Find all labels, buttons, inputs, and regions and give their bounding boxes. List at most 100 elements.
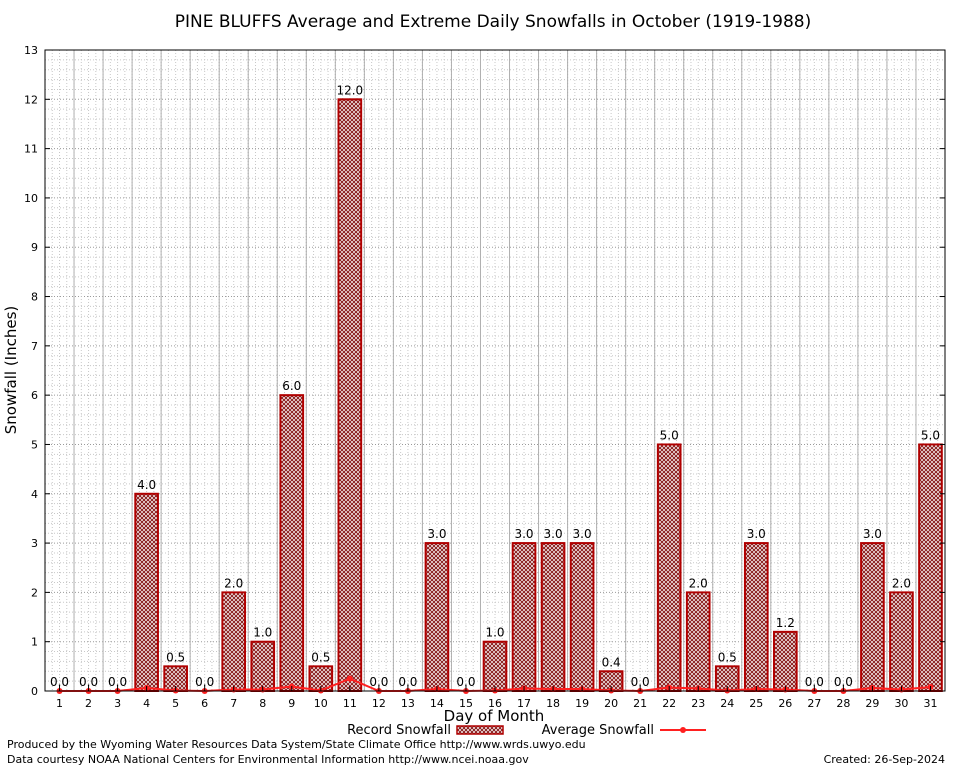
y-tick-label: 8 [31, 291, 38, 304]
record-bar-day-30 [889, 591, 914, 693]
x-tick-label-day-30: 30 [894, 697, 908, 710]
y-tick-label: 11 [24, 143, 38, 156]
x-tick-label-day-9: 9 [288, 697, 295, 710]
y-tick-label: 6 [31, 389, 38, 402]
y-tick-label: 4 [31, 488, 38, 501]
x-tick-label-day-18: 18 [546, 697, 560, 710]
bar-value-label-day-3: 0.0 [108, 675, 127, 689]
record-bar-day-16 [482, 640, 508, 693]
bar-value-label-day-5: 0.5 [166, 650, 185, 664]
average-point-day-11 [346, 675, 353, 682]
y-tick-label: 0 [31, 685, 38, 698]
record-bar-day-9 [279, 394, 305, 692]
legend-label-average: Average Snowfall [542, 723, 654, 738]
bar-value-label-day-20: 0.4 [602, 655, 621, 669]
x-tick-label-day-12: 12 [372, 697, 386, 710]
y-tick-label: 2 [31, 586, 38, 599]
legend-swatch-average-marker [680, 727, 686, 733]
record-bar-day-29 [860, 542, 885, 692]
bar-value-label-day-29: 3.0 [863, 527, 882, 541]
footer-produced-by: Produced by the Wyoming Water Resources … [7, 738, 586, 751]
x-tick-label-day-16: 16 [488, 697, 502, 710]
x-tick-label-day-6: 6 [201, 697, 208, 710]
record-bar-day-18 [540, 542, 566, 692]
x-tick-label-day-28: 28 [836, 697, 850, 710]
bar-value-label-day-18: 3.0 [544, 527, 563, 541]
footer-data-courtesy: Data courtesy NOAA National Centers for … [7, 753, 529, 766]
footer-created: Created: 26-Sep-2024 [824, 753, 945, 766]
bar-value-label-day-12: 0.0 [369, 675, 388, 689]
bar-value-label-day-16: 1.0 [485, 626, 504, 640]
x-tick-label-day-23: 23 [691, 697, 705, 710]
bar-value-label-day-11: 12.0 [336, 83, 363, 97]
bar-value-label-day-23: 2.0 [689, 576, 708, 590]
bar-value-label-day-19: 3.0 [573, 527, 592, 541]
y-tick-label: 5 [31, 438, 38, 451]
bar-value-label-day-22: 5.0 [660, 428, 679, 442]
record-bar-day-22 [656, 443, 682, 693]
bar-value-label-day-4: 4.0 [137, 478, 156, 492]
bar-value-label-day-28: 0.0 [834, 675, 853, 689]
x-axis-label: Day of Month [444, 707, 545, 725]
bar-value-label-day-26: 1.2 [776, 616, 795, 630]
bar-value-label-day-2: 0.0 [79, 675, 98, 689]
bar-value-label-day-15: 0.0 [456, 675, 475, 689]
bar-value-label-day-31: 5.0 [921, 428, 940, 442]
bar-value-label-day-25: 3.0 [747, 527, 766, 541]
y-tick-label: 7 [31, 340, 38, 353]
x-tick-label-day-26: 26 [778, 697, 792, 710]
x-tick-label-day-8: 8 [259, 697, 266, 710]
record-bar-day-11 [337, 98, 363, 693]
x-tick-label-day-2: 2 [85, 697, 92, 710]
x-tick-label-day-31: 31 [923, 697, 937, 710]
legend-label-record: Record Snowfall [347, 723, 451, 738]
x-tick-label-day-13: 13 [401, 697, 415, 710]
record-bar-day-8 [250, 640, 276, 693]
record-bar-day-26 [773, 630, 798, 692]
x-tick-label-day-17: 17 [517, 697, 531, 710]
legend: Record Snowfall Average Snowfall [347, 723, 706, 738]
bar-value-label-day-17: 3.0 [514, 527, 533, 541]
bar-value-label-day-30: 2.0 [892, 576, 911, 590]
y-tick-label: 13 [24, 44, 38, 57]
record-bar-day-4 [134, 492, 159, 692]
bar-value-label-day-8: 1.0 [253, 626, 272, 640]
x-tick-label-day-3: 3 [114, 697, 121, 710]
y-tick-label: 10 [24, 192, 38, 205]
x-tick-label-day-10: 10 [314, 697, 328, 710]
x-tick-label-day-4: 4 [143, 697, 150, 710]
x-tick-label-day-7: 7 [230, 697, 237, 710]
bar-value-label-day-7: 2.0 [224, 576, 243, 590]
y-tick-label: 9 [31, 241, 38, 254]
grid [44, 49, 946, 692]
chart-title: PINE BLUFFS Average and Extreme Daily Sn… [175, 12, 812, 32]
y-tick-label: 1 [31, 636, 38, 649]
x-tick-label-day-21: 21 [633, 697, 647, 710]
bar-value-label-day-27: 0.0 [805, 675, 824, 689]
y-axis-label: Snowfall (Inches) [2, 306, 20, 434]
bar-value-labels: 0.0 0.0 0.0 4.0 0.5 0.0 2.0 1.0 6.0 0.5 12.0 0.0 0.0… [50, 83, 940, 689]
x-tick-label-day-27: 27 [807, 697, 821, 710]
x-tick-label-day-22: 22 [662, 697, 676, 710]
bar-value-label-day-10: 0.5 [311, 650, 330, 664]
x-tick-label-day-15: 15 [459, 697, 473, 710]
record-bar-day-31 [918, 443, 943, 693]
x-tick-label-day-1: 1 [56, 697, 63, 710]
x-tick-label-day-29: 29 [865, 697, 879, 710]
y-tick-label: 12 [24, 93, 38, 106]
bar-value-label-day-14: 3.0 [427, 527, 446, 541]
x-tick-label-day-24: 24 [720, 697, 734, 710]
record-bar-day-25 [743, 542, 769, 692]
bar-value-label-day-9: 6.0 [282, 379, 301, 393]
x-tick-label-day-20: 20 [604, 697, 618, 710]
record-bar-day-17 [511, 542, 537, 692]
y-tick-label: 3 [31, 537, 38, 550]
record-bar-day-7 [221, 591, 247, 693]
x-tick-label-day-11: 11 [343, 697, 357, 710]
x-tick-label-day-14: 14 [430, 697, 444, 710]
bar-value-label-day-21: 0.0 [631, 675, 650, 689]
record-bar-day-19 [569, 542, 595, 692]
